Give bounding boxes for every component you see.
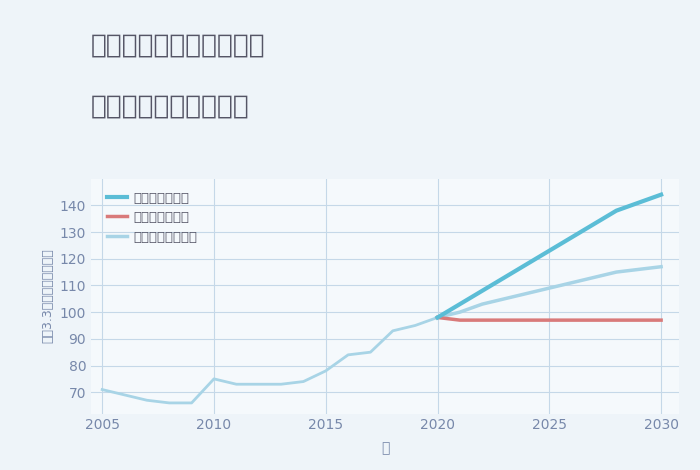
Text: 中古戸建ての価格推移: 中古戸建ての価格推移 [91, 94, 250, 120]
ノーマルシナリオ [478, 301, 486, 307]
バッドシナリオ [523, 317, 531, 323]
グッドシナリオ [456, 301, 464, 307]
バッドシナリオ [612, 317, 621, 323]
グッドシナリオ [612, 208, 621, 213]
ノーマルシナリオ [612, 269, 621, 275]
バッドシナリオ [500, 317, 509, 323]
グッドシナリオ [500, 274, 509, 280]
バッドシナリオ [568, 317, 576, 323]
グッドシナリオ [657, 192, 665, 197]
グッドシナリオ [545, 248, 554, 253]
ノーマルシナリオ [568, 280, 576, 286]
バッドシナリオ [545, 317, 554, 323]
ノーマルシナリオ [635, 266, 643, 272]
ノーマルシナリオ [433, 314, 442, 320]
グッドシナリオ [635, 200, 643, 205]
ノーマルシナリオ [657, 264, 665, 270]
グッドシナリオ [478, 288, 486, 294]
グッドシナリオ [523, 261, 531, 267]
Y-axis label: 坪（3.3㎡）単価（万円）: 坪（3.3㎡）単価（万円） [41, 249, 54, 344]
バッドシナリオ [590, 317, 598, 323]
Text: 愛知県刈谷市一ツ木町の: 愛知県刈谷市一ツ木町の [91, 33, 265, 59]
バッドシナリオ [456, 317, 464, 323]
ノーマルシナリオ [523, 290, 531, 296]
ノーマルシナリオ [545, 285, 554, 291]
ノーマルシナリオ [456, 309, 464, 315]
Line: グッドシナリオ: グッドシナリオ [438, 195, 661, 317]
グッドシナリオ [590, 221, 598, 227]
ノーマルシナリオ [500, 296, 509, 302]
バッドシナリオ [478, 317, 486, 323]
Legend: グッドシナリオ, バッドシナリオ, ノーマルシナリオ: グッドシナリオ, バッドシナリオ, ノーマルシナリオ [104, 188, 202, 248]
Line: ノーマルシナリオ: ノーマルシナリオ [438, 267, 661, 317]
グッドシナリオ [568, 235, 576, 240]
X-axis label: 年: 年 [381, 441, 389, 455]
Line: バッドシナリオ: バッドシナリオ [438, 317, 661, 320]
バッドシナリオ [657, 317, 665, 323]
ノーマルシナリオ [590, 274, 598, 280]
バッドシナリオ [635, 317, 643, 323]
バッドシナリオ [433, 314, 442, 320]
グッドシナリオ [433, 314, 442, 320]
